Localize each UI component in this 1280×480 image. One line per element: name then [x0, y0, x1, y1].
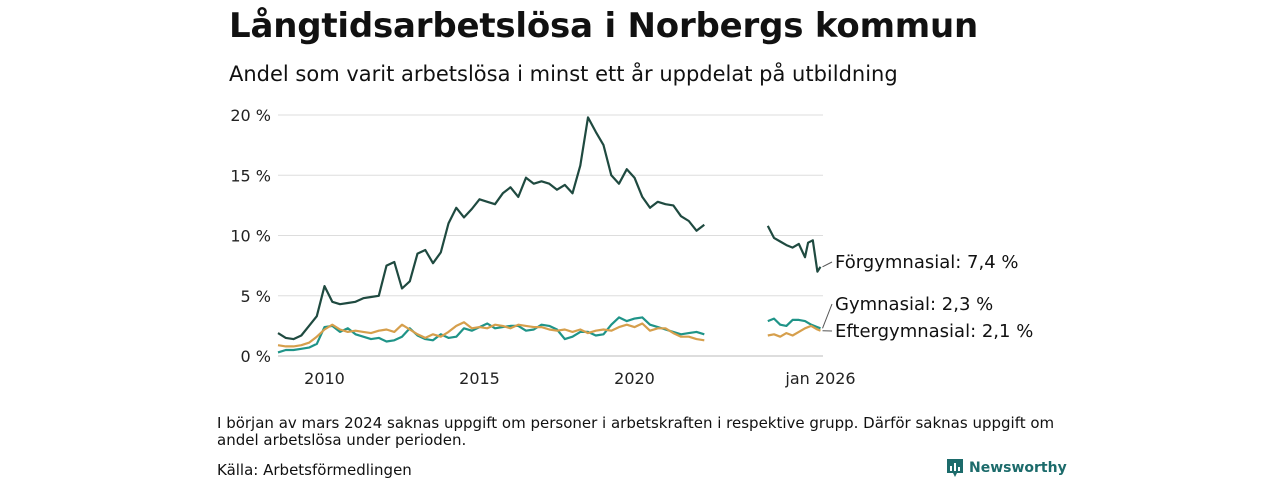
label-connector [822, 261, 833, 268]
series-labels: Förgymnasial: 7,4 % Gymnasial: 2,3 % Efter… [822, 252, 1033, 342]
chart-subtitle: Andel som varit arbetslösa i minst ett å… [229, 62, 898, 86]
line-chart: 0 %5 %10 %15 %20 % 2010 2015 2020 jan 2026 … [230, 106, 1033, 388]
y-tick-label: 5 % [241, 287, 271, 306]
series-line-förgymnasial [277, 116, 705, 341]
x-tick-label: jan 2026 [784, 369, 855, 388]
y-tick-label: 10 % [230, 227, 271, 246]
newsworthy-icon [947, 459, 963, 477]
y-tick-label: 20 % [230, 106, 271, 125]
y-axis-ticks: 0 % 5 % 10 % 15 % 20 % [230, 106, 271, 366]
newsworthy-logo[interactable]: Newsworthy [946, 458, 1067, 478]
gridlines [278, 114, 823, 357]
series-line-eftergymnasial [767, 324, 821, 338]
series-label-förgymnasial: Förgymnasial: 7,4 % [835, 252, 1019, 273]
x-tick-label: 2020 [614, 369, 655, 388]
series-line-gymnasial [767, 317, 821, 330]
series-line-gymnasial [277, 316, 705, 354]
brand-name: Newsworthy [969, 460, 1067, 476]
footnote: I början av mars 2024 saknas uppgift om … [217, 414, 1055, 449]
y-tick-label: 15 % [230, 166, 271, 185]
series-line-eftergymnasial [277, 321, 705, 348]
series-label-eftergymnasial: Eftergymnasial: 2,1 % [835, 321, 1033, 342]
label-connector [822, 303, 833, 329]
x-tick-label: 2015 [459, 369, 500, 388]
x-axis-ticks: 2010 2015 2020 jan 2026 [304, 369, 855, 388]
series-line-förgymnasial [766, 225, 822, 273]
y-tick-label: 0 % [241, 347, 271, 366]
series-lines [277, 116, 822, 354]
x-tick-label: 2010 [304, 369, 345, 388]
chart-title: Långtidsarbetslösa i Norbergs kommun [229, 6, 979, 46]
series-label-gymnasial: Gymnasial: 2,3 % [835, 294, 993, 315]
source-text: Källa: Arbetsförmedlingen [217, 461, 412, 479]
